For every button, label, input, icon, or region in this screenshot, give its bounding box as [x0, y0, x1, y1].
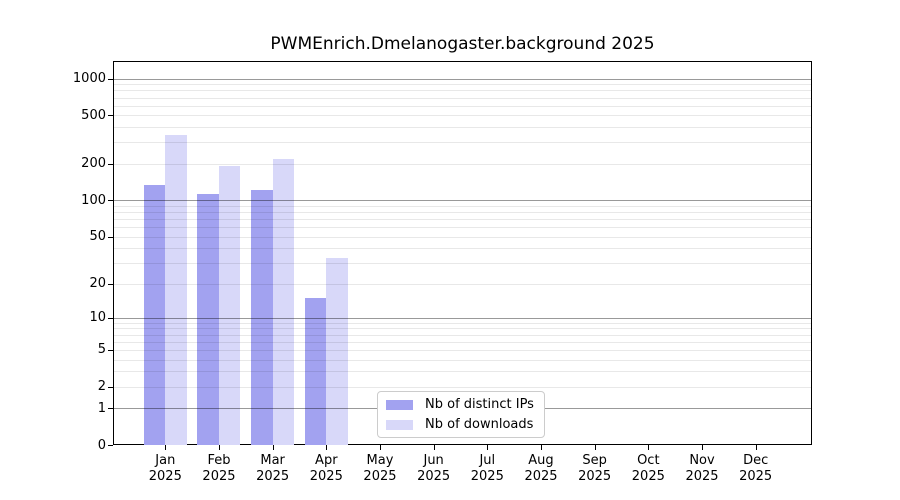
y-axis-tick-label: 1000 [72, 71, 106, 87]
x-axis-tick [487, 445, 489, 450]
bar-distinct-ips-feb [197, 193, 219, 445]
y-axis-tick [108, 349, 113, 351]
x-axis-tick [326, 445, 328, 450]
x-axis-year-label: 2025 [417, 469, 451, 484]
bar-distinct-ips-apr [304, 297, 327, 445]
y-axis-tick [108, 236, 113, 238]
y-axis-tick [108, 163, 113, 165]
y-axis-tick [108, 283, 113, 285]
bar-distinct-ips-mar [251, 190, 273, 445]
y-axis-tick [108, 445, 113, 446]
bar-downloads-jan [165, 134, 187, 445]
x-axis-tick [272, 445, 274, 450]
y-axis-tick [108, 78, 113, 80]
x-axis-year-label: 2025 [148, 469, 182, 484]
x-axis-tick-label: Oct 2025 [613, 453, 683, 485]
bar-distinct-ips-jan [143, 185, 166, 445]
y-axis-tick-label: 200 [81, 156, 106, 172]
x-axis-tick [218, 445, 220, 450]
y-axis-tick-label: 10 [89, 310, 106, 326]
y-axis-tick-label: 1 [97, 400, 106, 416]
x-axis-tick-label: Jun 2025 [399, 453, 469, 485]
x-axis-tick-label: Dec 2025 [721, 453, 791, 485]
x-axis-year-label: 2025 [631, 469, 665, 484]
legend-item-downloads: Nb of downloads [386, 417, 544, 432]
x-axis-year-label: 2025 [578, 469, 612, 484]
y-axis-tick [108, 386, 113, 388]
x-axis-tick-label: Aug 2025 [506, 453, 576, 485]
chart-title: PWMEnrich.Dmelanogaster.background 2025 [270, 34, 655, 54]
y-axis-tick-label: 20 [89, 276, 106, 292]
x-axis-year-label: 2025 [202, 469, 236, 484]
x-axis-year-label: 2025 [363, 469, 397, 484]
x-axis-year-label: 2025 [309, 469, 343, 484]
bar-downloads-apr [326, 258, 348, 445]
x-axis-tick-label: May 2025 [345, 453, 415, 485]
x-axis-tick [702, 445, 703, 450]
x-axis-tick [540, 445, 542, 450]
x-axis-tick [648, 445, 650, 450]
y-axis-tick-label: 2 [97, 379, 106, 395]
bar-downloads-mar [272, 158, 295, 445]
x-axis-tick-label: Jul 2025 [452, 453, 522, 485]
y-axis-tick-label: 0 [97, 437, 106, 453]
legend-item-distinct-ips: Nb of distinct IPs [386, 397, 544, 412]
x-axis-year-label: 2025 [470, 469, 504, 484]
x-axis-tick-label: Nov 2025 [667, 453, 737, 485]
x-axis-tick-label: Jan 2025 [130, 453, 200, 485]
y-axis-tick-label: 100 [81, 192, 106, 208]
distinct-ips-swatch-icon [386, 399, 413, 410]
downloads-swatch-icon [386, 419, 413, 430]
x-axis-tick [433, 445, 435, 450]
x-axis-tick [165, 445, 167, 450]
x-axis-tick-label: Apr 2025 [291, 453, 361, 485]
bar-downloads-feb [218, 165, 241, 445]
y-axis-tick [108, 115, 113, 117]
y-axis-tick [108, 200, 113, 202]
y-axis-tick-label: 500 [81, 107, 106, 123]
x-axis-tick [755, 445, 757, 450]
x-axis-tick-label: Mar 2025 [238, 453, 308, 485]
legend: Nb of distinct IPs Nb of downloads [377, 391, 545, 438]
x-axis-year-label: 2025 [685, 469, 719, 484]
x-axis-tick-label: Sep 2025 [560, 453, 630, 485]
y-axis-tick [108, 317, 113, 319]
x-axis-year-label: 2025 [256, 469, 290, 484]
y-axis-tick [108, 408, 113, 410]
x-axis-year-label: 2025 [524, 469, 558, 484]
legend-label-distinct-ips: Nb of distinct IPs [425, 397, 534, 412]
x-axis-tick-label: Feb 2025 [184, 453, 254, 485]
y-axis-tick-label: 5 [97, 342, 106, 358]
x-axis-tick [594, 445, 596, 450]
legend-label-downloads: Nb of downloads [425, 417, 534, 432]
x-axis-year-label: 2025 [739, 469, 773, 484]
y-axis-tick-label: 50 [89, 229, 106, 244]
x-axis-tick [379, 445, 381, 450]
